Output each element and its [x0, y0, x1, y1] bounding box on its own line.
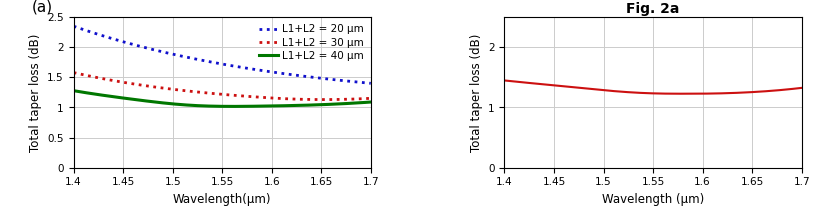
L1+L2 = 40 μm [210, 105, 220, 108]
L1+L2 = 20 μm [210, 61, 220, 64]
Text: (a): (a) [32, 0, 53, 14]
L1+L2 = 30 μm [212, 92, 222, 95]
L1+L2 = 20 μm [230, 65, 240, 68]
X-axis label: Wavelength (μm): Wavelength (μm) [602, 193, 704, 206]
L1+L2 = 40 μm [227, 105, 237, 108]
L1+L2 = 30 μm [319, 98, 329, 101]
L1+L2 = 20 μm [312, 77, 322, 79]
L1+L2 = 30 μm [210, 92, 220, 95]
Line: L1+L2 = 30 μm: L1+L2 = 30 μm [74, 73, 371, 100]
Y-axis label: Total taper loss (dB): Total taper loss (dB) [470, 33, 483, 152]
X-axis label: Wavelength(μm): Wavelength(μm) [173, 193, 272, 206]
L1+L2 = 30 μm [366, 97, 375, 100]
L1+L2 = 20 μm [359, 81, 369, 84]
L1+L2 = 30 μm [69, 71, 79, 74]
Line: L1+L2 = 40 μm: L1+L2 = 40 μm [74, 91, 371, 106]
L1+L2 = 40 μm [246, 105, 256, 108]
Line: L1+L2 = 20 μm: L1+L2 = 20 μm [74, 26, 371, 83]
Y-axis label: Total taper loss (dB): Total taper loss (dB) [29, 33, 42, 152]
L1+L2 = 30 μm [312, 98, 322, 101]
L1+L2 = 40 μm [312, 104, 322, 106]
L1+L2 = 20 μm [245, 68, 255, 70]
L1+L2 = 40 μm [212, 105, 222, 108]
L1+L2 = 40 μm [69, 89, 79, 92]
L1+L2 = 20 μm [366, 82, 375, 84]
L1+L2 = 20 μm [212, 62, 222, 64]
L1+L2 = 30 μm [230, 94, 240, 97]
L1+L2 = 40 μm [366, 101, 375, 103]
L1+L2 = 40 μm [230, 105, 240, 108]
Legend: L1+L2 = 20 μm, L1+L2 = 30 μm, L1+L2 = 40 μm: L1+L2 = 20 μm, L1+L2 = 30 μm, L1+L2 = 40… [257, 22, 366, 63]
Title: Fig. 2a: Fig. 2a [627, 2, 680, 16]
L1+L2 = 30 μm [245, 95, 255, 98]
L1+L2 = 40 μm [359, 101, 369, 104]
L1+L2 = 30 μm [359, 97, 369, 100]
L1+L2 = 20 μm [69, 25, 79, 28]
